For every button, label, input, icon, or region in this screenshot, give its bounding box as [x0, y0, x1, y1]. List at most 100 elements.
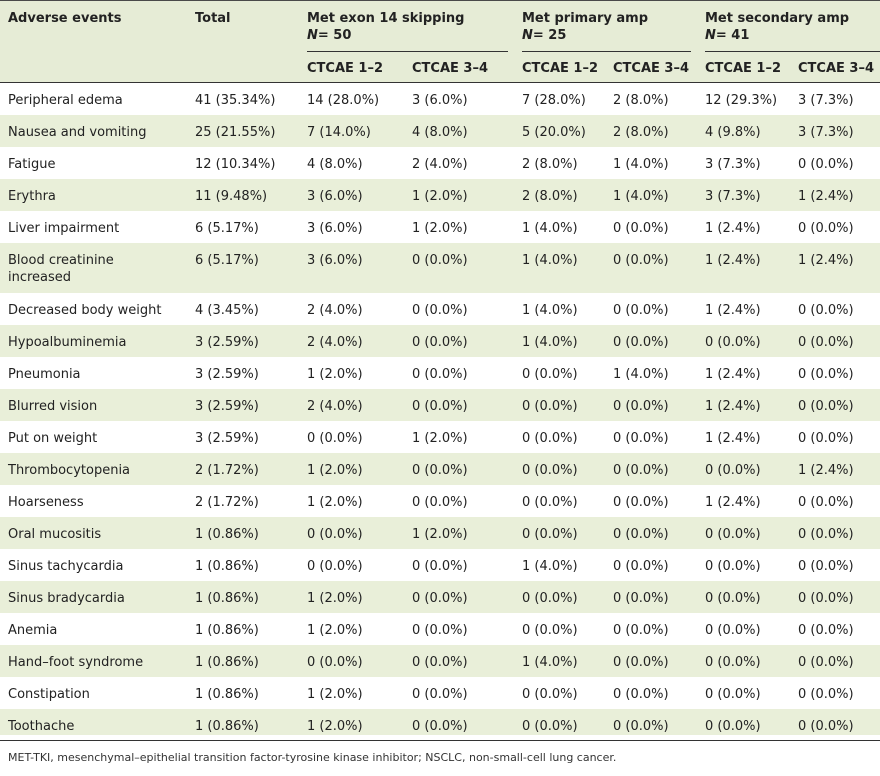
subheader-ctcae: CTCAE 3–4: [798, 61, 875, 76]
cell-grade-count: 1 (2.4%): [705, 399, 761, 414]
cell-grade-count: 1 (2.0%): [307, 623, 363, 638]
cell-grade-count: 0 (0.0%): [613, 463, 669, 478]
cell-total: 6 (5.17%): [195, 221, 259, 236]
cell-grade-count: 1 (2.4%): [705, 431, 761, 446]
group-n-value: = 25: [532, 28, 567, 43]
cell-grade-count: 1 (4.0%): [613, 157, 669, 172]
cell-grade-count: 1 (4.0%): [522, 335, 578, 350]
cell-grade-count: 0 (0.0%): [613, 591, 669, 606]
cell-grade-count: 0 (0.0%): [613, 655, 669, 670]
cell-grade-count: 0 (0.0%): [307, 527, 363, 542]
table-row: Peripheral edema 41 (35.34%) 14 (28.0%) 3 (…: [0, 83, 880, 115]
cell-grade-count: 0 (0.0%): [798, 399, 854, 414]
cell-adverse-event: Thrombocytopenia: [8, 463, 131, 478]
cell-total: 1 (0.86%): [195, 655, 259, 670]
cell-adverse-event: Toothache: [8, 719, 75, 734]
cell-grade-count: 3 (6.0%): [307, 221, 363, 236]
table-footnote: MET-TKI, mesenchymal–epithelial transiti…: [8, 751, 617, 764]
cell-grade-count: 0 (0.0%): [412, 719, 468, 734]
cell-total: 1 (0.86%): [195, 719, 259, 734]
header-group-exon14: Met exon 14 skipping N= 50: [307, 10, 465, 44]
cell-grade-count: 0 (0.0%): [412, 463, 468, 478]
cell-grade-count: 7 (28.0%): [522, 93, 586, 108]
cell-grade-count: 3 (7.3%): [705, 189, 761, 204]
cell-adverse-event: Sinus bradycardia: [8, 591, 125, 606]
cell-total: 1 (0.86%): [195, 559, 259, 574]
cell-grade-count: 1 (2.4%): [705, 253, 761, 268]
table-header: Adverse events Total Met exon 14 skippin…: [0, 1, 880, 82]
cell-grade-count: 1 (2.0%): [412, 431, 468, 446]
top-rule: [0, 0, 880, 1]
cell-grade-count: 1 (2.4%): [798, 463, 854, 478]
group-n-value: = 41: [715, 28, 750, 43]
cell-grade-count: 2 (4.0%): [307, 335, 363, 350]
cell-total: 4 (3.45%): [195, 303, 259, 318]
cell-total: 1 (0.86%): [195, 623, 259, 638]
group-underline: [705, 51, 880, 52]
cell-grade-count: 0 (0.0%): [613, 719, 669, 734]
cell-grade-count: 0 (0.0%): [798, 221, 854, 236]
group-n-label: N: [307, 28, 318, 43]
cell-grade-count: 1 (2.0%): [307, 463, 363, 478]
cell-total: 3 (2.59%): [195, 399, 259, 414]
group-title: Met primary amp: [522, 11, 649, 26]
cell-total: 3 (2.59%): [195, 367, 259, 382]
cell-grade-count: 0 (0.0%): [798, 623, 854, 638]
cell-grade-count: 1 (2.4%): [705, 367, 761, 382]
cell-grade-count: 3 (6.0%): [307, 189, 363, 204]
cell-total: 3 (2.59%): [195, 431, 259, 446]
cell-grade-count: 3 (7.3%): [705, 157, 761, 172]
cell-grade-count: 0 (0.0%): [522, 623, 578, 638]
cell-grade-count: 0 (0.0%): [412, 655, 468, 670]
cell-grade-count: 0 (0.0%): [613, 495, 669, 510]
table-row: Decreased body weight 4 (3.45%) 2 (4.0%) 0 …: [0, 293, 880, 325]
cell-grade-count: 0 (0.0%): [412, 335, 468, 350]
cell-grade-count: 0 (0.0%): [613, 623, 669, 638]
table-row: Pneumonia 3 (2.59%) 1 (2.0%) 0 (0.0%) 0 (0.0…: [0, 357, 880, 389]
cell-grade-count: 12 (29.3%): [705, 93, 778, 108]
cell-adverse-event: Peripheral edema: [8, 93, 123, 108]
cell-adverse-event: Anemia: [8, 623, 58, 638]
group-title: Met secondary amp: [705, 11, 850, 26]
cell-grade-count: 0 (0.0%): [705, 463, 761, 478]
table-row: Sinus tachycardia 1 (0.86%) 0 (0.0%) 0 (0.0…: [0, 549, 880, 581]
cell-grade-count: 0 (0.0%): [522, 687, 578, 702]
cell-total: 1 (0.86%): [195, 591, 259, 606]
cell-grade-count: 1 (2.4%): [798, 253, 854, 268]
cell-total: 2 (1.72%): [195, 463, 259, 478]
cell-grade-count: 0 (0.0%): [705, 655, 761, 670]
cell-grade-count: 0 (0.0%): [412, 399, 468, 414]
cell-grade-count: 1 (2.0%): [307, 591, 363, 606]
table-row: Thrombocytopenia 2 (1.72%) 1 (2.0%) 0 (0.0%…: [0, 453, 880, 485]
cell-grade-count: 4 (8.0%): [307, 157, 363, 172]
group-n: N= 50: [307, 27, 465, 44]
cell-grade-count: 0 (0.0%): [705, 527, 761, 542]
cell-grade-count: 1 (2.4%): [705, 303, 761, 318]
cell-grade-count: 1 (2.0%): [307, 367, 363, 382]
cell-adverse-event: Pneumonia: [8, 367, 81, 382]
cell-grade-count: 0 (0.0%): [412, 623, 468, 638]
cell-grade-count: 0 (0.0%): [412, 559, 468, 574]
cell-grade-count: 0 (0.0%): [522, 719, 578, 734]
cell-grade-count: 1 (4.0%): [613, 367, 669, 382]
cell-grade-count: 0 (0.0%): [705, 559, 761, 574]
cell-total: 41 (35.34%): [195, 93, 276, 108]
cell-grade-count: 0 (0.0%): [412, 253, 468, 268]
table-row: Hand–foot syndrome 1 (0.86%) 0 (0.0%) 0 (0.…: [0, 645, 880, 677]
cell-grade-count: 2 (8.0%): [522, 157, 578, 172]
cell-adverse-event: Liver impairment: [8, 221, 120, 236]
cell-grade-count: 0 (0.0%): [798, 655, 854, 670]
cell-adverse-event: Sinus tachycardia: [8, 559, 124, 574]
cell-grade-count: 0 (0.0%): [798, 367, 854, 382]
cell-grade-count: 0 (0.0%): [798, 157, 854, 172]
cell-grade-count: 0 (0.0%): [412, 303, 468, 318]
header-group-secondary-amp: Met secondary amp N= 41: [705, 10, 849, 44]
table-body: Peripheral edema 41 (35.34%) 14 (28.0%) 3 (…: [0, 83, 880, 735]
cell-grade-count: 0 (0.0%): [412, 495, 468, 510]
table-row: Liver impairment 6 (5.17%) 3 (6.0%) 1 (2.0%…: [0, 211, 880, 243]
group-underline: [307, 51, 508, 52]
cell-grade-count: 0 (0.0%): [412, 591, 468, 606]
cell-grade-count: 1 (2.4%): [798, 189, 854, 204]
header-adverse-events: Adverse events: [8, 11, 122, 26]
